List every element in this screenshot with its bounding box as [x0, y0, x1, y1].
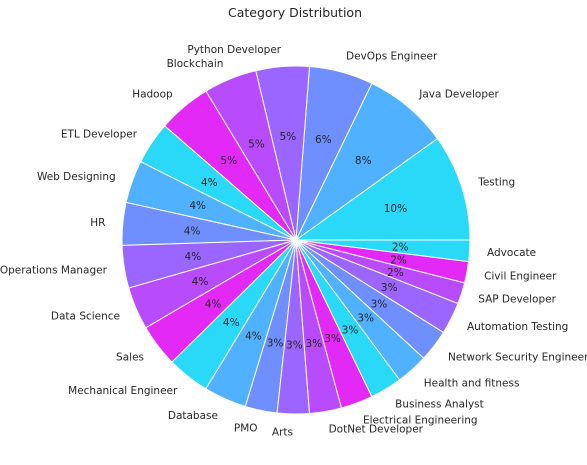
pie-label-electrical-engineering: Electrical Engineering	[363, 414, 478, 426]
pie-percent-testing: 10%	[384, 203, 407, 215]
pie-percent-electrical-engineering: 3%	[324, 333, 341, 345]
pie-percent-pmo: 3%	[267, 337, 284, 349]
pie-label-business-analyst: Business Analyst	[395, 399, 484, 411]
pie-label-sap-developer: SAP Developer	[478, 294, 556, 306]
pie-percent-python-developer: 5%	[280, 131, 297, 143]
pie-percent-civil-engineer: 2%	[390, 254, 407, 266]
pie-percent-arts: 3%	[286, 339, 303, 351]
pie-percent-sales: 4%	[205, 298, 222, 310]
pie-percent-hr: 4%	[184, 225, 201, 237]
pie-label-devops-engineer: DevOps Engineer	[346, 50, 438, 62]
pie-percent-web-designing: 4%	[189, 200, 206, 212]
pie-label-hr: HR	[90, 217, 105, 229]
pie-label-testing: Testing	[477, 176, 515, 188]
chart-title: Category Distribution	[228, 5, 362, 20]
pie-percent-hadoop: 5%	[220, 155, 237, 167]
pie-label-blockchain: Blockchain	[167, 58, 224, 70]
pie-slices	[121, 65, 471, 415]
pie-label-java-developer: Java Developer	[418, 89, 499, 101]
pie-percent-advocate: 2%	[392, 241, 409, 253]
pie-percent-business-analyst: 3%	[342, 324, 359, 336]
pie-label-mechanical-engineer: Mechanical Engineer	[68, 385, 178, 397]
pie-percent-dotnet-developer: 3%	[305, 338, 322, 350]
pie-label-web-designing: Web Designing	[37, 171, 116, 183]
pie-percent-health-and-fitness: 3%	[357, 313, 374, 325]
pie-percent-sap-developer: 2%	[387, 267, 404, 279]
pie-percent-blockchain: 5%	[248, 138, 265, 150]
pie-percent-data-science: 4%	[192, 276, 209, 288]
pie-percent-labels: 10%8%6%5%5%5%4%4%4%4%4%4%4%4%3% 3% 3% 3%3%3…	[184, 131, 409, 351]
pie-label-database: Database	[168, 410, 218, 422]
pie-percent-devops-engineer: 6%	[315, 134, 332, 146]
pie-label-operations-manager: Operations Manager	[0, 265, 108, 277]
pie-label-civil-engineer: Civil Engineer	[484, 271, 557, 283]
pie-category-labels: Testing Java Developer DevOps Engineer Pyth…	[0, 44, 587, 438]
pie-percent-operations-manager: 4%	[185, 251, 202, 263]
pie-label-arts: Arts	[272, 426, 293, 438]
pie-percent-java-developer: 8%	[355, 155, 372, 167]
pie-label-network-security-engineer: Network Security Engineer	[448, 351, 587, 363]
pie-slice-advocate	[295, 239, 471, 263]
pie-slice-testing	[294, 137, 471, 241]
pie-label-automation-testing: Automation Testing	[467, 321, 568, 333]
pie-label-python-developer: Python Developer	[187, 44, 281, 56]
pie-label-etl-developer: ETL Developer	[61, 128, 138, 140]
pie-percent-etl-developer: 4%	[201, 177, 218, 189]
pie-percent-database: 4%	[245, 330, 262, 342]
pie-label-hadoop: Hadoop	[132, 89, 173, 101]
pie-percent-network-security-engineer: 3%	[371, 298, 388, 310]
pie-percent-automation-testing: 3%	[381, 282, 398, 294]
pie-percent-mechanical-engineer: 4%	[223, 317, 240, 329]
pie-label-sales: Sales	[116, 351, 144, 363]
pie-label-dotnet-developer: DotNet Developer	[329, 424, 424, 436]
pie-label-advocate: Advocate	[487, 247, 536, 259]
pie-label-health-and-fitness: Health and fitness	[424, 378, 520, 390]
pie-label-data-science: Data Science	[51, 310, 120, 322]
pie-label-pmo: PMO	[234, 423, 258, 435]
